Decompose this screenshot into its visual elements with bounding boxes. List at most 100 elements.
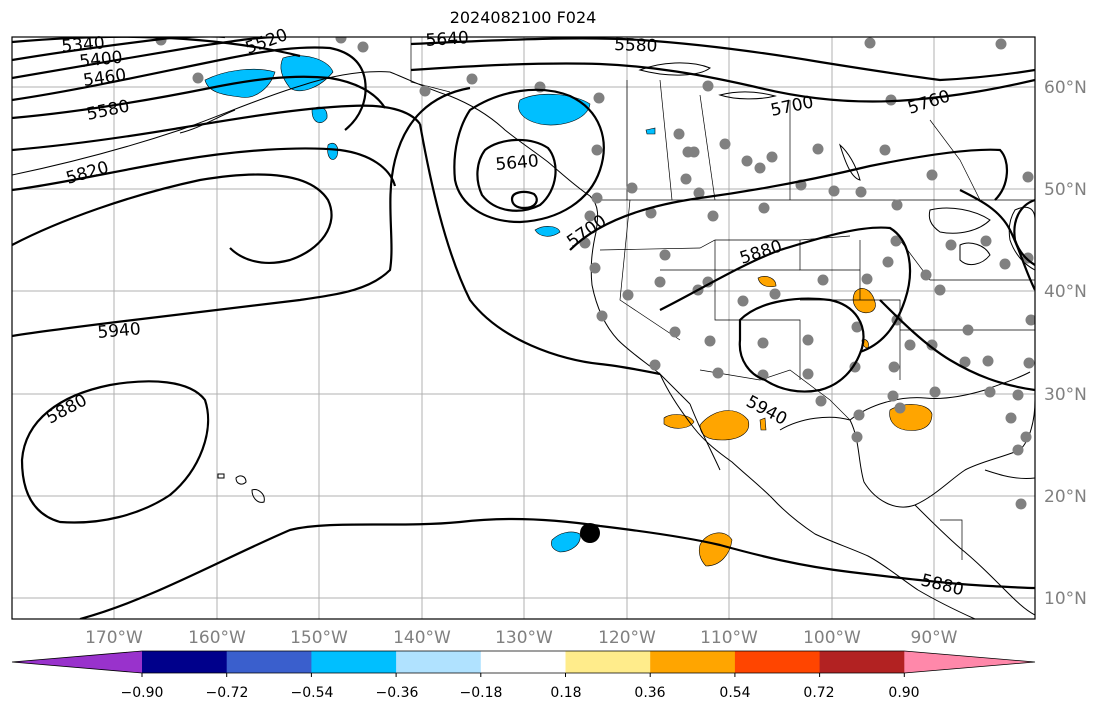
colorbar-tick-label: 0.72 <box>803 685 834 701</box>
station-dot <box>669 326 681 338</box>
station-dot <box>688 146 700 158</box>
colorbar-tick-label: −0.18 <box>460 685 503 701</box>
station-dot <box>926 339 938 351</box>
colorbar-tick-label: 0.18 <box>550 685 581 701</box>
station-dot <box>1015 498 1027 510</box>
station-dot <box>769 288 781 300</box>
negative-anomaly-areas <box>204 55 656 553</box>
contour-label: 5580 <box>614 35 658 56</box>
colorbar-tick-label: 0.90 <box>888 685 919 701</box>
map-title: 2024082100 F024 <box>449 8 597 27</box>
lon-label: 170°W <box>85 628 143 648</box>
lat-label: 50°N <box>1044 180 1087 200</box>
station-dot <box>741 155 753 167</box>
station-dot <box>680 173 692 185</box>
colorbar-tick-label: −0.36 <box>376 685 419 701</box>
station-dot <box>591 192 603 204</box>
station-dot <box>861 273 873 285</box>
height-contours <box>12 37 1035 619</box>
colorbar-swatch <box>819 651 905 673</box>
colorbar-tick-label: −0.90 <box>121 685 164 701</box>
station-dot <box>817 274 829 286</box>
lon-label: 90°W <box>911 628 958 648</box>
station-dot <box>737 295 749 307</box>
colorbar-swatch <box>734 651 821 673</box>
map-frame <box>11 36 1036 620</box>
lon-label: 100°W <box>803 628 861 648</box>
station-dot <box>1025 314 1035 326</box>
station-dot <box>466 73 478 85</box>
lat-label: 40°N <box>1044 282 1087 302</box>
lon-label: 150°W <box>290 628 348 648</box>
colorbar-extend-low <box>12 651 142 673</box>
contour-label: 5340 <box>61 33 106 57</box>
station-dot <box>934 284 946 296</box>
station-dot <box>654 276 666 288</box>
station-dot <box>1023 357 1035 369</box>
station-dot <box>693 187 705 199</box>
colorbar-swatch <box>650 651 736 673</box>
colorbar <box>11 650 1036 677</box>
colorbar-swatch <box>311 651 397 673</box>
station-dot <box>1005 412 1017 424</box>
lat-label: 60°N <box>1044 78 1087 98</box>
station-dot <box>802 368 814 380</box>
station-dot <box>929 386 941 398</box>
station-dot <box>894 402 906 414</box>
station-dot <box>758 202 770 214</box>
lat-label: 10°N <box>1044 589 1087 609</box>
station-dot <box>891 199 903 211</box>
station-dot <box>707 210 719 222</box>
station-dot <box>959 356 971 368</box>
station-dot <box>890 235 902 247</box>
station-dot <box>828 185 840 197</box>
colorbar-extend-high <box>904 651 1035 673</box>
station-dot <box>853 409 865 421</box>
station-dot <box>659 249 671 261</box>
colorbar-swatch <box>142 651 228 673</box>
colorbar-swatch <box>396 651 482 673</box>
station-dot <box>712 367 724 379</box>
station-dot <box>815 395 827 407</box>
station-dot <box>904 339 916 351</box>
storm-marker <box>580 523 600 543</box>
station-dot <box>885 94 897 106</box>
station-dot <box>851 321 863 333</box>
station-dot <box>757 337 769 349</box>
colorbar-swatch <box>480 651 566 673</box>
lon-label: 120°W <box>598 628 656 648</box>
political-borders <box>410 37 1035 560</box>
station-dot <box>888 361 900 373</box>
station-dot <box>802 334 814 346</box>
latitude-labels: 60°N 50°N 40°N 30°N 20°N 10°N <box>1044 78 1087 609</box>
station-dot <box>812 143 824 155</box>
colorbar-swatch <box>226 651 312 673</box>
station-dot <box>982 355 994 367</box>
station-dot <box>584 210 596 222</box>
colorbar-tick-label: 0.54 <box>719 685 750 701</box>
station-dot <box>887 390 899 402</box>
station-dot <box>920 269 932 281</box>
station-dot <box>1022 252 1034 264</box>
station-dot <box>754 162 766 174</box>
station-dot <box>645 207 657 219</box>
station-dot <box>622 289 634 301</box>
station-dot <box>855 186 867 198</box>
station-dot <box>1020 431 1032 443</box>
station-dot <box>864 37 876 49</box>
station-dot <box>357 41 369 53</box>
station-dot <box>962 324 974 336</box>
station-dot <box>882 256 894 268</box>
contour-label: 5940 <box>97 319 142 343</box>
station-dot <box>596 310 608 322</box>
station-dot <box>626 182 638 194</box>
station-dot <box>766 151 778 163</box>
contour-label: 5400 <box>78 48 123 72</box>
station-dot <box>649 359 661 371</box>
station-dot <box>702 80 714 92</box>
lon-label: 130°W <box>495 628 553 648</box>
station-dot <box>851 431 863 443</box>
station-dot <box>719 138 731 150</box>
station-dot <box>335 37 347 44</box>
colorbar-swatch <box>565 651 651 673</box>
